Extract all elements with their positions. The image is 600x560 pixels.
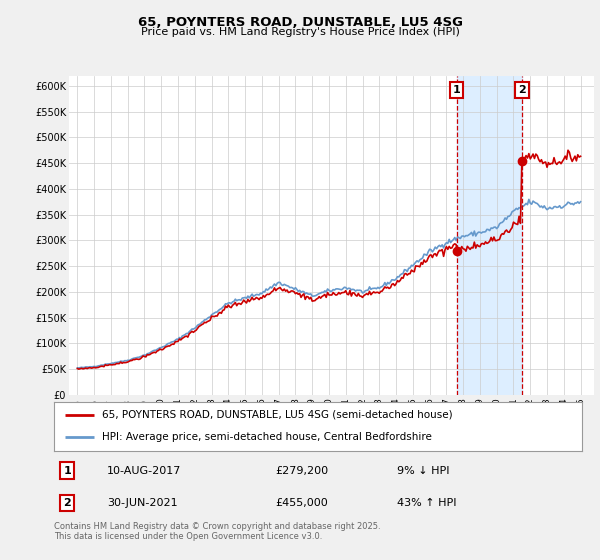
Text: 10-AUG-2017: 10-AUG-2017: [107, 465, 181, 475]
Text: 43% ↑ HPI: 43% ↑ HPI: [397, 498, 457, 508]
Text: £279,200: £279,200: [276, 465, 329, 475]
Text: 9% ↓ HPI: 9% ↓ HPI: [397, 465, 450, 475]
Text: 30-JUN-2021: 30-JUN-2021: [107, 498, 178, 508]
Text: Contains HM Land Registry data © Crown copyright and database right 2025.
This d: Contains HM Land Registry data © Crown c…: [54, 522, 380, 542]
Text: £455,000: £455,000: [276, 498, 329, 508]
Text: Price paid vs. HM Land Registry's House Price Index (HPI): Price paid vs. HM Land Registry's House …: [140, 27, 460, 37]
Text: 1: 1: [64, 465, 71, 475]
Text: HPI: Average price, semi-detached house, Central Bedfordshire: HPI: Average price, semi-detached house,…: [101, 432, 431, 442]
Text: 1: 1: [453, 85, 461, 95]
Text: 65, POYNTERS ROAD, DUNSTABLE, LU5 4SG: 65, POYNTERS ROAD, DUNSTABLE, LU5 4SG: [137, 16, 463, 29]
Text: 65, POYNTERS ROAD, DUNSTABLE, LU5 4SG (semi-detached house): 65, POYNTERS ROAD, DUNSTABLE, LU5 4SG (s…: [101, 410, 452, 420]
Text: 2: 2: [518, 85, 526, 95]
Bar: [457, 76, 522, 395]
Text: 2: 2: [64, 498, 71, 508]
